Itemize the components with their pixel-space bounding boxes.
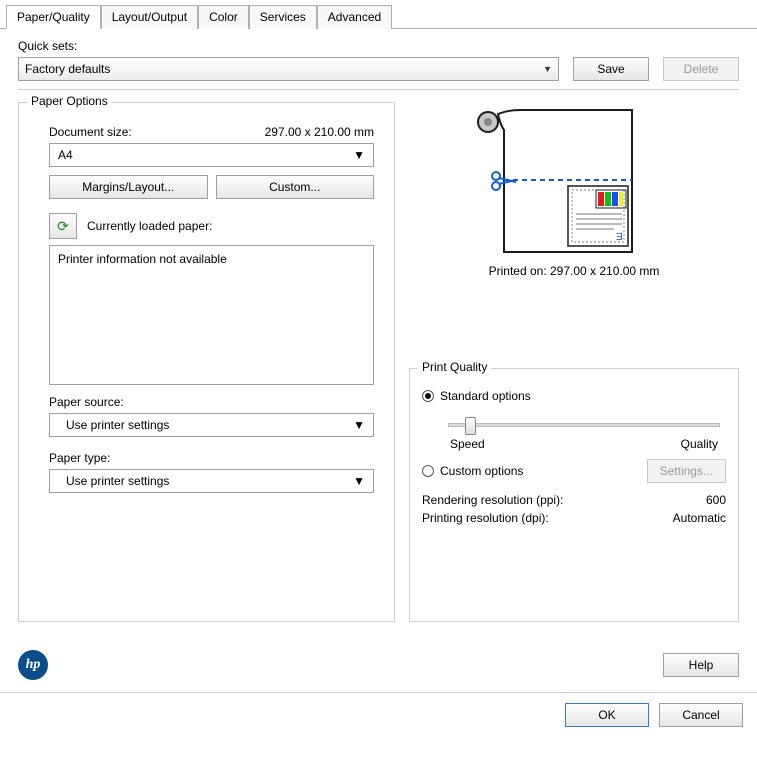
chevron-down-icon: ▼ <box>353 418 365 432</box>
left-column: Paper Options Document size: 297.00 x 21… <box>18 102 395 634</box>
svg-text:Ǝ: Ǝ <box>616 232 623 243</box>
quicksets-select[interactable]: Factory defaults ▼ <box>18 57 559 81</box>
cancel-button[interactable]: Cancel <box>659 703 743 727</box>
standard-options-radio-row[interactable]: Standard options <box>422 389 726 403</box>
paper-type-label: Paper type: <box>49 451 374 465</box>
refresh-icon: ⟳ <box>57 218 69 235</box>
print-quality-title: Print Quality <box>418 360 491 374</box>
separator <box>18 89 739 90</box>
paper-source-selected: Use printer settings <box>58 418 169 432</box>
chevron-down-icon: ▼ <box>353 148 365 162</box>
tab-services[interactable]: Services <box>249 5 317 29</box>
custom-options-row: Custom options Settings... <box>422 459 726 483</box>
tab-layout-output[interactable]: Layout/Output <box>101 5 198 29</box>
right-column: Ǝ Printed on: 297.00 x 210.00 mm Print Q… <box>409 102 739 634</box>
paper-source-label: Paper source: <box>49 395 374 409</box>
printer-properties-dialog: Paper/Quality Layout/Output Color Servic… <box>0 0 757 737</box>
paper-options-group: Paper Options Document size: 297.00 x 21… <box>18 102 395 622</box>
slider-thumb[interactable] <box>465 417 476 435</box>
tab-advanced[interactable]: Advanced <box>317 5 392 29</box>
paper-options-title: Paper Options <box>27 94 112 108</box>
quicksets-row: Factory defaults ▼ Save Delete <box>18 57 739 81</box>
size-buttons-row: Margins/Layout... Custom... <box>49 175 374 199</box>
dialog-button-bar: OK Cancel <box>0 692 757 737</box>
footer-row: hp Help <box>0 648 757 692</box>
printer-info-box: Printer information not available <box>49 245 374 385</box>
printer-info-text: Printer information not available <box>58 252 227 266</box>
tab-bar: Paper/Quality Layout/Output Color Servic… <box>0 0 757 29</box>
loaded-paper-row: ⟳ Currently loaded paper: <box>49 213 374 239</box>
document-size-select[interactable]: A4 ▼ <box>49 143 374 167</box>
print-quality-group: Print Quality Standard options Speed Qua… <box>409 368 739 622</box>
print-resolution-row: Printing resolution (dpi): Automatic <box>422 511 726 525</box>
page-preview: Ǝ Printed on: 297.00 x 210.00 mm <box>409 102 739 278</box>
paper-source-select[interactable]: Use printer settings ▼ <box>49 413 374 437</box>
delete-button: Delete <box>663 57 739 81</box>
chevron-down-icon: ▼ <box>353 474 365 488</box>
quality-slider[interactable] <box>448 423 720 427</box>
printed-on-label: Printed on: 297.00 x 210.00 mm <box>489 264 660 278</box>
help-button[interactable]: Help <box>663 653 739 677</box>
slider-labels: Speed Quality <box>450 437 718 451</box>
render-resolution-label: Rendering resolution (ppi): <box>422 493 563 507</box>
quality-slider-wrap: Speed Quality <box>422 409 726 451</box>
document-size-row: Document size: 297.00 x 210.00 mm <box>49 125 374 139</box>
tab-content: Quick sets: Factory defaults ▼ Save Dele… <box>0 29 757 648</box>
quality-label: Quality <box>681 437 718 451</box>
ok-button[interactable]: OK <box>565 703 649 727</box>
refresh-button[interactable]: ⟳ <box>49 213 77 239</box>
render-resolution-row: Rendering resolution (ppi): 600 <box>422 493 726 507</box>
document-size-value: 297.00 x 210.00 mm <box>265 125 374 139</box>
paper-type-selected: Use printer settings <box>58 474 169 488</box>
custom-size-button[interactable]: Custom... <box>216 175 375 199</box>
loaded-paper-label: Currently loaded paper: <box>87 219 212 233</box>
document-size-label: Document size: <box>49 125 132 139</box>
custom-options-radio-row[interactable]: Custom options <box>422 464 523 478</box>
margins-layout-button[interactable]: Margins/Layout... <box>49 175 208 199</box>
print-resolution-value: Automatic <box>673 511 726 525</box>
hp-logo: hp <box>18 650 48 680</box>
preview-illustration: Ǝ <box>464 102 684 262</box>
document-size-selected: A4 <box>58 148 73 162</box>
tab-paper-quality[interactable]: Paper/Quality <box>6 5 101 29</box>
speed-label: Speed <box>450 437 485 451</box>
custom-options-label: Custom options <box>440 464 523 478</box>
radio-icon <box>422 390 434 402</box>
quicksets-selected: Factory defaults <box>25 62 110 76</box>
settings-button: Settings... <box>647 459 726 483</box>
render-resolution-value: 600 <box>706 493 726 507</box>
quicksets-label: Quick sets: <box>18 39 739 53</box>
tab-color[interactable]: Color <box>198 5 249 29</box>
radio-icon <box>422 465 434 477</box>
chevron-down-icon: ▼ <box>543 64 552 74</box>
main-columns: Paper Options Document size: 297.00 x 21… <box>18 102 739 634</box>
standard-options-label: Standard options <box>440 389 531 403</box>
save-button[interactable]: Save <box>573 57 649 81</box>
print-resolution-label: Printing resolution (dpi): <box>422 511 549 525</box>
paper-type-select[interactable]: Use printer settings ▼ <box>49 469 374 493</box>
